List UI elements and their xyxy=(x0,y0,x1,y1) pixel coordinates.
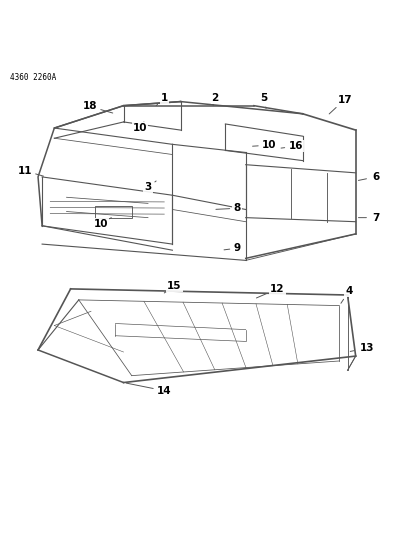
Text: 14: 14 xyxy=(126,383,171,395)
Text: 10: 10 xyxy=(132,122,147,133)
Text: 4360 2260A: 4360 2260A xyxy=(9,73,56,82)
Text: 9: 9 xyxy=(223,243,240,253)
Text: 3: 3 xyxy=(144,181,156,192)
Text: 7: 7 xyxy=(357,213,378,223)
Text: 12: 12 xyxy=(256,284,284,298)
Text: 10: 10 xyxy=(252,140,276,150)
Text: 16: 16 xyxy=(281,141,302,151)
Text: 11: 11 xyxy=(18,166,43,176)
Text: 6: 6 xyxy=(357,172,378,182)
Text: 13: 13 xyxy=(349,343,373,353)
Text: 10: 10 xyxy=(94,217,111,229)
Text: 2: 2 xyxy=(211,93,218,106)
Text: 1: 1 xyxy=(156,93,168,106)
Text: 4: 4 xyxy=(340,286,352,303)
Text: 15: 15 xyxy=(164,281,181,293)
Text: 5: 5 xyxy=(260,93,267,109)
Text: 17: 17 xyxy=(328,94,351,114)
Text: 8: 8 xyxy=(216,203,240,213)
Text: 18: 18 xyxy=(82,101,112,113)
